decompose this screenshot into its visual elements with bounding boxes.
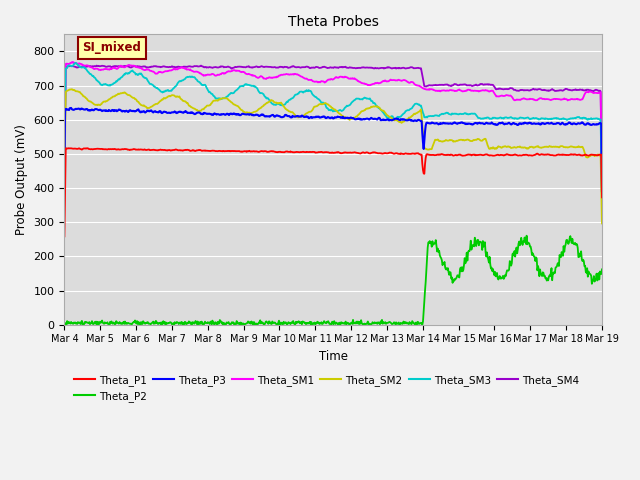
X-axis label: Time: Time: [319, 350, 348, 363]
Theta_SM2: [524, 146, 532, 152]
Theta_SM1: [388, 77, 396, 83]
Theta_P3: [404, 118, 412, 123]
Theta_P2: [523, 233, 531, 239]
Theta_P1: [388, 150, 396, 156]
Theta_P1: [61, 233, 68, 239]
Line: Theta_SM4: Theta_SM4: [65, 66, 602, 185]
Theta_P3: [373, 117, 381, 122]
Theta_P1: [373, 150, 381, 156]
Theta_SM4: [598, 182, 606, 188]
Theta_SM1: [94, 66, 102, 72]
Theta_SM3: [524, 115, 532, 120]
Theta_SM2: [373, 104, 381, 109]
Theta_P2: [598, 266, 606, 272]
Line: Theta_P3: Theta_P3: [65, 108, 602, 191]
Line: Theta_SM3: Theta_SM3: [65, 63, 602, 202]
Theta_SM1: [598, 182, 606, 188]
Theta_SM1: [373, 80, 381, 85]
Theta_P1: [598, 194, 606, 200]
Theta_P2: [469, 242, 477, 248]
Theta_SM2: [404, 116, 412, 122]
Legend: Theta_P1, Theta_P2, Theta_P3, Theta_SM1, Theta_SM2, Theta_SM3, Theta_SM4: Theta_P1, Theta_P2, Theta_P3, Theta_SM1,…: [70, 371, 584, 406]
Theta_P2: [373, 321, 381, 327]
Theta_SM1: [69, 59, 77, 65]
Theta_SM3: [598, 199, 606, 204]
Theta_P2: [251, 323, 259, 329]
Theta_SM3: [72, 60, 80, 66]
Theta_SM3: [388, 113, 396, 119]
Theta_SM1: [61, 165, 68, 171]
Theta_P2: [93, 319, 101, 324]
Theta_P2: [404, 321, 412, 326]
Theta_SM1: [524, 96, 532, 102]
Theta_SM4: [388, 65, 396, 71]
Line: Theta_P1: Theta_P1: [65, 148, 602, 236]
Theta_P3: [388, 117, 396, 123]
Line: Theta_P2: Theta_P2: [65, 236, 602, 326]
Theta_P3: [469, 121, 477, 127]
Theta_SM4: [197, 63, 205, 69]
Theta_SM2: [68, 86, 76, 92]
Text: SI_mixed: SI_mixed: [83, 41, 141, 55]
Theta_P3: [524, 120, 532, 126]
Theta_P1: [404, 151, 412, 156]
Theta_SM2: [388, 115, 396, 120]
Theta_P1: [469, 152, 477, 157]
Theta_SM3: [373, 104, 381, 109]
Y-axis label: Probe Output (mV): Probe Output (mV): [15, 124, 28, 235]
Theta_SM4: [404, 65, 412, 71]
Theta_SM3: [469, 111, 477, 117]
Theta_P1: [65, 145, 72, 151]
Theta_P1: [524, 152, 532, 158]
Line: Theta_SM1: Theta_SM1: [65, 62, 602, 185]
Theta_SM2: [469, 138, 477, 144]
Theta_SM4: [61, 167, 68, 172]
Theta_P2: [525, 240, 532, 246]
Theta_SM4: [93, 63, 101, 69]
Theta_P3: [94, 107, 102, 113]
Theta_SM2: [598, 221, 606, 227]
Theta_SM2: [94, 102, 102, 108]
Theta_SM3: [94, 79, 102, 84]
Theta_P3: [67, 105, 75, 111]
Theta_P3: [598, 188, 606, 194]
Theta_P2: [61, 320, 68, 325]
Theta_SM3: [404, 108, 412, 113]
Theta_SM4: [524, 87, 532, 93]
Title: Theta Probes: Theta Probes: [288, 15, 379, 29]
Theta_P2: [388, 321, 396, 326]
Theta_P3: [61, 178, 68, 184]
Line: Theta_SM2: Theta_SM2: [65, 89, 602, 224]
Theta_SM2: [61, 183, 68, 189]
Theta_SM4: [469, 83, 477, 89]
Theta_SM1: [404, 79, 412, 85]
Theta_SM3: [61, 168, 68, 174]
Theta_SM4: [373, 65, 381, 71]
Theta_SM1: [469, 88, 477, 94]
Theta_P1: [94, 146, 102, 152]
